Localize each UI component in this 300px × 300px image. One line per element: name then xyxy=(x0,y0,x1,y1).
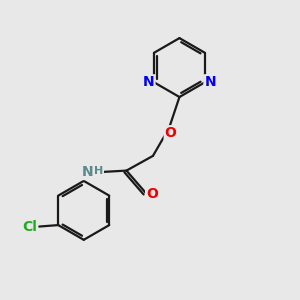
Text: N: N xyxy=(82,165,93,179)
Text: H: H xyxy=(94,167,103,176)
Text: O: O xyxy=(165,126,176,140)
Text: Cl: Cl xyxy=(22,220,37,234)
Text: O: O xyxy=(146,187,158,201)
Text: N: N xyxy=(204,75,216,89)
Text: N: N xyxy=(143,75,154,89)
